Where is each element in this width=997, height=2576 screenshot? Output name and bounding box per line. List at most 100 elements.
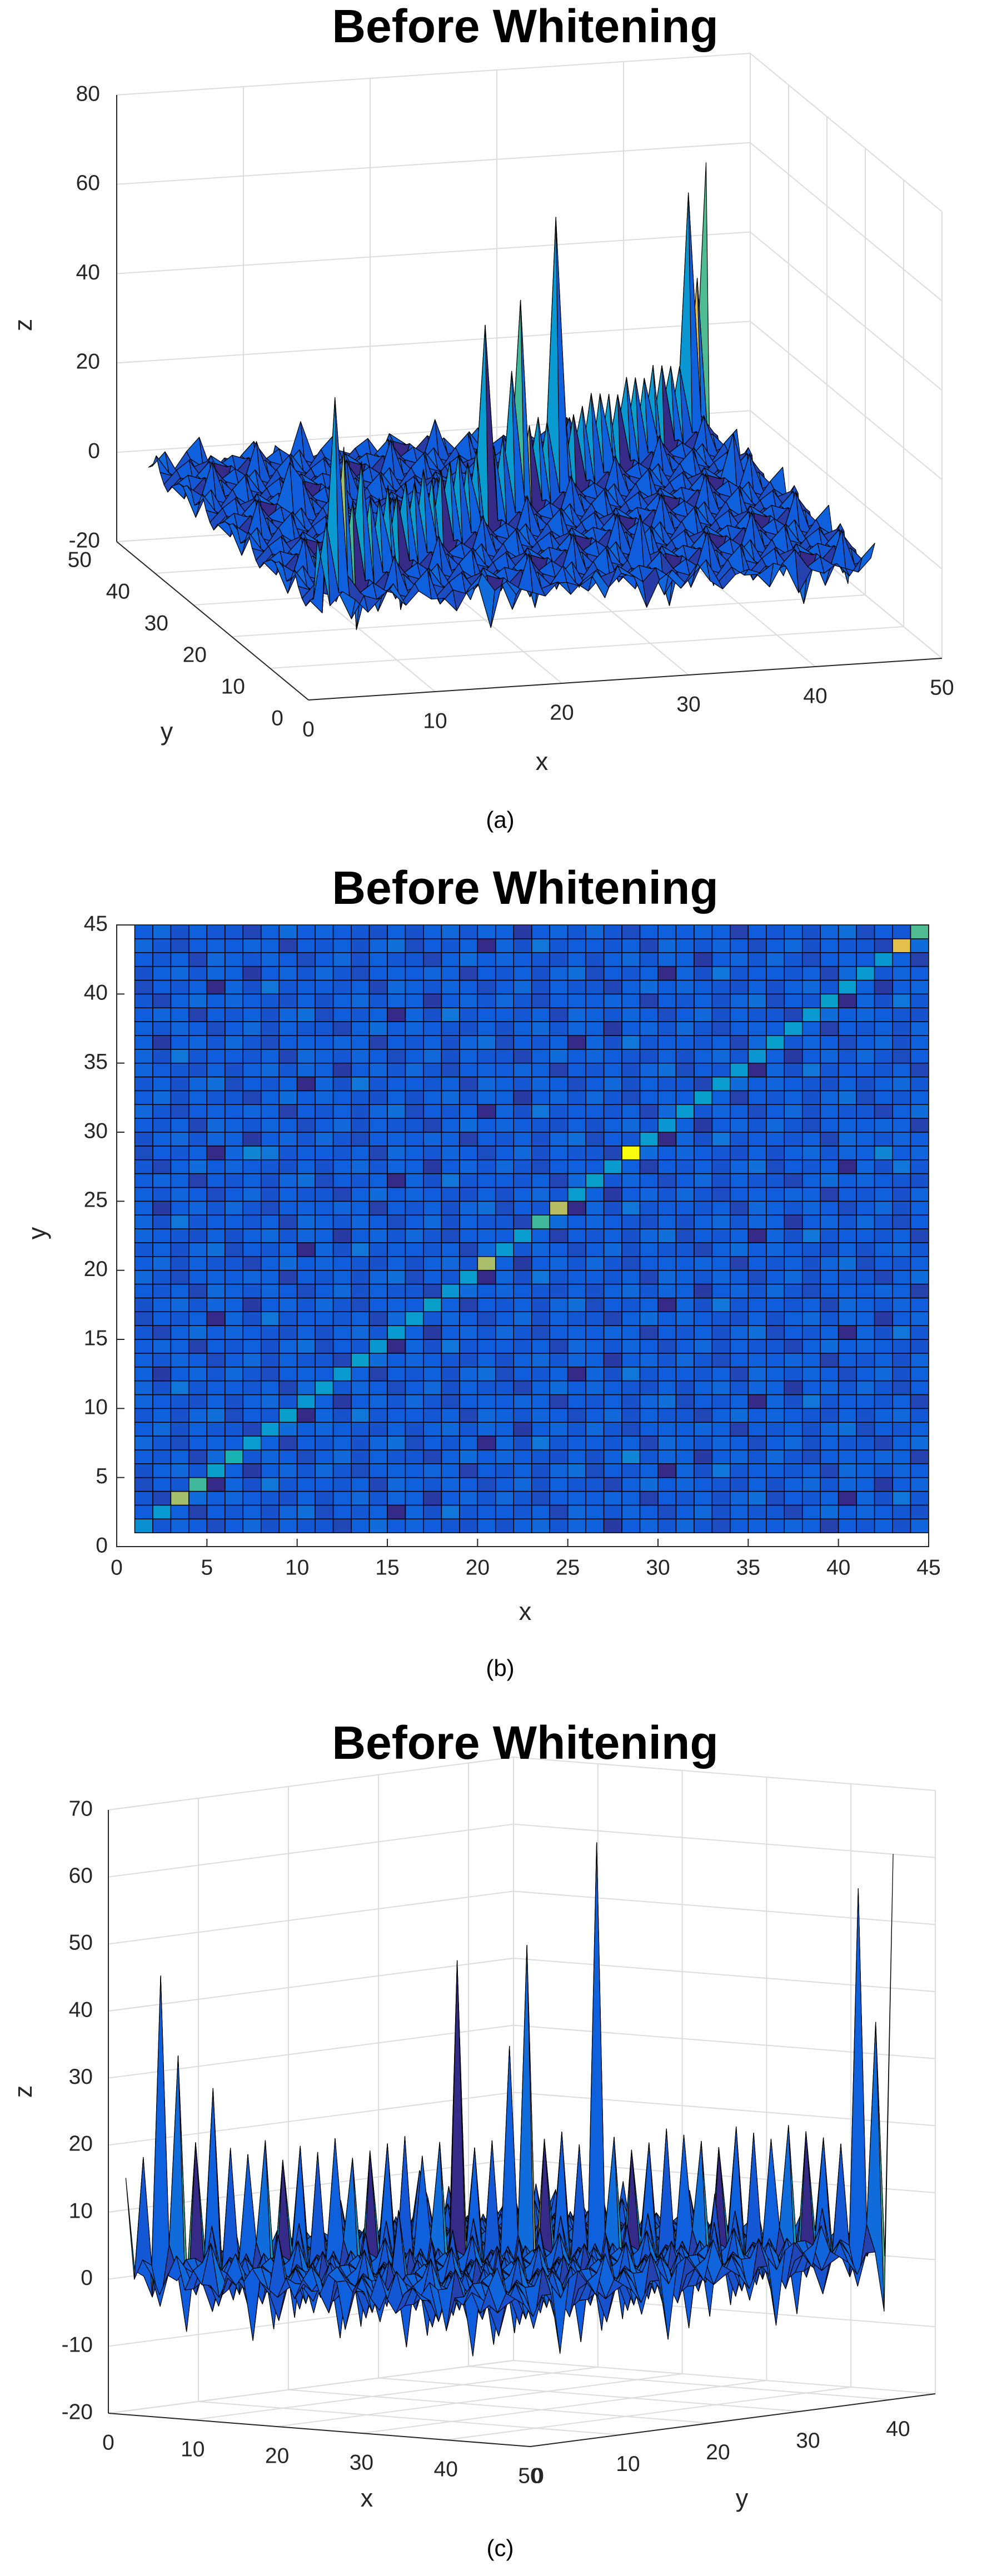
heatmap-cell bbox=[747, 1353, 767, 1368]
heatmap-cell bbox=[332, 1366, 352, 1382]
heatmap-cell bbox=[784, 1408, 803, 1423]
heatmap-cell bbox=[351, 1201, 370, 1216]
heatmap-cell bbox=[801, 1201, 821, 1216]
x-tick-label: 10 bbox=[423, 709, 447, 733]
heatmap-cell bbox=[567, 1214, 586, 1229]
heatmap-cell bbox=[766, 1518, 785, 1533]
heatmap-cell bbox=[675, 1353, 695, 1368]
heatmap-cell bbox=[225, 952, 244, 967]
heatmap-cell bbox=[368, 1062, 388, 1078]
heatmap-cell bbox=[152, 1090, 172, 1106]
heatmap-cell bbox=[892, 924, 911, 939]
heatmap-cell bbox=[459, 1187, 478, 1202]
heatmap-cell bbox=[296, 1035, 316, 1050]
heatmap-cell bbox=[549, 1118, 569, 1133]
heatmap-cell bbox=[315, 1146, 334, 1161]
heatmap-cell bbox=[603, 952, 622, 967]
heatmap-cell bbox=[513, 1380, 532, 1395]
heatmap-cell bbox=[206, 1339, 226, 1354]
heatmap-cell bbox=[495, 1394, 515, 1409]
heatmap-cell bbox=[278, 924, 298, 939]
heatmap-cell bbox=[368, 1422, 388, 1437]
heatmap-cell bbox=[459, 1146, 478, 1161]
heatmap-cell bbox=[603, 1269, 622, 1285]
heatmap-cell bbox=[495, 1201, 515, 1216]
heatmap-cell bbox=[278, 1339, 298, 1354]
heatmap-cell bbox=[405, 1214, 424, 1229]
heatmap-cell bbox=[405, 1449, 424, 1464]
heatmap-cell bbox=[260, 1408, 280, 1423]
heatmap-cell bbox=[567, 1201, 586, 1216]
heatmap-cell bbox=[531, 966, 550, 981]
heatmap-cell bbox=[675, 1146, 695, 1161]
heatmap-cell bbox=[694, 1353, 713, 1368]
heatmap-cell bbox=[242, 1035, 262, 1050]
heatmap-cell bbox=[459, 1394, 478, 1409]
heatmap-cell bbox=[639, 1132, 659, 1147]
heatmap-cell bbox=[368, 1380, 388, 1395]
heatmap-cell bbox=[332, 1159, 352, 1174]
heatmap-cell bbox=[351, 1297, 370, 1313]
heatmap-cell bbox=[260, 1132, 280, 1147]
heatmap-cell bbox=[278, 1146, 298, 1161]
heatmap-cell bbox=[910, 1118, 929, 1133]
heatmap-cell bbox=[567, 1325, 586, 1340]
heatmap-cell bbox=[351, 1435, 370, 1450]
heatmap-cell bbox=[820, 1104, 839, 1119]
heatmap-cell bbox=[711, 1269, 731, 1285]
heatmap-cell bbox=[225, 1408, 244, 1423]
heatmap-cell bbox=[206, 1076, 226, 1092]
heatmap-cell bbox=[332, 979, 352, 995]
heatmap-cell bbox=[441, 1007, 460, 1022]
heatmap-cell bbox=[423, 1463, 442, 1478]
heatmap-cell bbox=[675, 952, 695, 967]
heatmap-cell bbox=[170, 1173, 190, 1188]
heatmap-cell bbox=[441, 1132, 460, 1147]
heatmap-cell bbox=[766, 1173, 785, 1188]
heatmap-cell bbox=[856, 1477, 875, 1492]
heatmap-cell bbox=[820, 1449, 839, 1464]
heatmap-cell bbox=[351, 1339, 370, 1354]
heatmap-cell bbox=[820, 993, 839, 1008]
heatmap-cell bbox=[495, 952, 515, 967]
heatmap-cell bbox=[441, 1366, 460, 1382]
heatmap-cell bbox=[477, 1490, 496, 1506]
heatmap-cell bbox=[423, 924, 442, 939]
heatmap-cell bbox=[766, 1242, 785, 1257]
heatmap-cell bbox=[351, 1518, 370, 1533]
heatmap-cell bbox=[801, 1435, 821, 1450]
heatmap-cell bbox=[657, 1353, 677, 1368]
heatmap-cell bbox=[225, 1297, 244, 1313]
heatmap-cell bbox=[531, 1269, 550, 1285]
heatmap-cell bbox=[242, 1504, 262, 1520]
heatmap-cell bbox=[368, 979, 388, 995]
heatmap-cell bbox=[225, 1269, 244, 1285]
heatmap-cell bbox=[910, 1132, 929, 1147]
heatmap-cell bbox=[694, 1256, 713, 1271]
heatmap-cell bbox=[531, 979, 550, 995]
heatmap-cell bbox=[206, 1062, 226, 1078]
heatmap-cell bbox=[766, 1021, 785, 1036]
heatmap-cell bbox=[387, 1187, 406, 1202]
y-axis-label: y bbox=[161, 717, 173, 746]
heatmap-cell bbox=[766, 1269, 785, 1285]
heatmap-cell bbox=[188, 1394, 208, 1409]
heatmap-cell bbox=[747, 1477, 767, 1492]
heatmap-cell bbox=[296, 1228, 316, 1243]
heatmap-cell bbox=[711, 938, 731, 953]
heatmap-cell bbox=[874, 1490, 893, 1506]
heatmap-cell bbox=[892, 1214, 911, 1229]
heatmap-cell bbox=[910, 1463, 929, 1478]
heatmap-cell bbox=[838, 1408, 857, 1423]
heatmap-cell bbox=[513, 1118, 532, 1133]
heatmap-cell bbox=[332, 1449, 352, 1464]
heatmap-cell bbox=[621, 1518, 641, 1533]
heatmap-cell bbox=[513, 1353, 532, 1368]
heatmap-cell bbox=[477, 1228, 496, 1243]
heatmap-cell bbox=[332, 1104, 352, 1119]
heatmap-cell bbox=[495, 993, 515, 1008]
heatmap-cell bbox=[206, 1146, 226, 1161]
heatmap-cell bbox=[477, 1062, 496, 1078]
heatmap-cell bbox=[477, 1394, 496, 1409]
heatmap-cell bbox=[206, 1049, 226, 1064]
